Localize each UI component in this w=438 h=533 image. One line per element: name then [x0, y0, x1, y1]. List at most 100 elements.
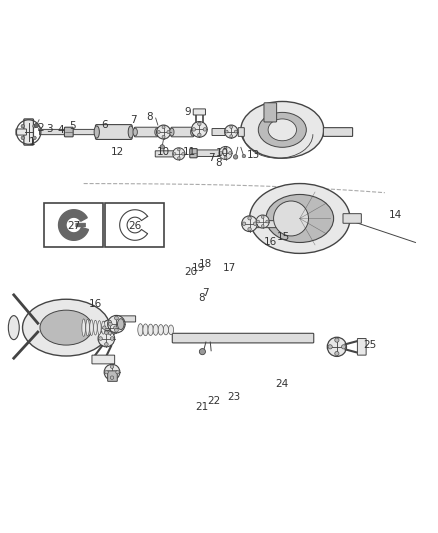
Ellipse shape [158, 325, 163, 335]
Circle shape [233, 155, 238, 159]
Circle shape [102, 320, 118, 335]
FancyBboxPatch shape [194, 150, 224, 157]
FancyBboxPatch shape [190, 149, 197, 158]
Text: 6: 6 [101, 120, 108, 130]
Circle shape [173, 148, 185, 160]
Text: 7: 7 [203, 288, 209, 298]
Ellipse shape [40, 310, 92, 345]
Circle shape [192, 128, 196, 131]
Text: 16: 16 [264, 237, 277, 247]
Circle shape [199, 349, 205, 354]
Circle shape [160, 144, 164, 149]
Ellipse shape [258, 112, 306, 147]
Text: 7: 7 [131, 115, 137, 125]
Ellipse shape [138, 324, 143, 336]
Circle shape [156, 125, 170, 139]
Ellipse shape [94, 126, 99, 138]
Text: 2: 2 [38, 123, 44, 133]
FancyBboxPatch shape [323, 128, 353, 136]
Ellipse shape [155, 128, 159, 136]
Circle shape [102, 326, 106, 329]
Circle shape [253, 222, 257, 225]
Circle shape [327, 337, 346, 357]
Circle shape [234, 130, 237, 133]
Circle shape [108, 320, 112, 324]
Polygon shape [59, 210, 88, 240]
Circle shape [108, 322, 112, 326]
FancyBboxPatch shape [193, 109, 205, 115]
Ellipse shape [8, 316, 19, 340]
FancyBboxPatch shape [71, 130, 96, 135]
FancyBboxPatch shape [95, 125, 132, 140]
Ellipse shape [86, 319, 89, 336]
Circle shape [198, 133, 201, 136]
Circle shape [114, 328, 118, 332]
Text: 8: 8 [198, 293, 205, 303]
Text: 5: 5 [69, 121, 76, 131]
Text: 4: 4 [57, 125, 64, 135]
Circle shape [198, 122, 201, 126]
FancyBboxPatch shape [76, 223, 86, 227]
FancyBboxPatch shape [238, 128, 244, 136]
Circle shape [38, 128, 42, 131]
Text: 13: 13 [247, 150, 260, 160]
Bar [106, 203, 164, 247]
Circle shape [261, 215, 264, 219]
FancyBboxPatch shape [155, 151, 177, 157]
Circle shape [113, 326, 117, 329]
Text: 19: 19 [191, 263, 205, 273]
Ellipse shape [90, 320, 93, 335]
Circle shape [335, 351, 339, 356]
Circle shape [229, 151, 232, 155]
Circle shape [110, 376, 114, 379]
Circle shape [230, 126, 233, 128]
FancyBboxPatch shape [256, 221, 279, 228]
Ellipse shape [153, 325, 158, 335]
Circle shape [33, 124, 36, 128]
Text: 21: 21 [195, 402, 208, 412]
Circle shape [261, 225, 264, 228]
Circle shape [242, 216, 258, 231]
Circle shape [21, 136, 25, 140]
Circle shape [219, 147, 232, 159]
Text: 9: 9 [184, 107, 191, 117]
Ellipse shape [148, 324, 153, 335]
FancyBboxPatch shape [117, 316, 136, 322]
Circle shape [328, 345, 332, 349]
Circle shape [225, 130, 228, 133]
Ellipse shape [133, 128, 138, 136]
Circle shape [34, 123, 39, 128]
Text: 14: 14 [389, 210, 403, 220]
Circle shape [167, 131, 170, 134]
Text: 10: 10 [216, 148, 229, 158]
Circle shape [248, 228, 251, 231]
Text: 11: 11 [183, 147, 196, 157]
Circle shape [335, 338, 339, 342]
Text: 20: 20 [184, 266, 197, 277]
FancyBboxPatch shape [172, 333, 314, 343]
Circle shape [104, 364, 120, 380]
Circle shape [242, 154, 246, 158]
Ellipse shape [274, 201, 308, 236]
Circle shape [162, 126, 165, 128]
Circle shape [224, 147, 227, 150]
FancyBboxPatch shape [171, 127, 194, 137]
Text: 27: 27 [67, 221, 81, 231]
Circle shape [99, 337, 102, 341]
Circle shape [110, 365, 114, 368]
Circle shape [157, 131, 160, 134]
Ellipse shape [250, 183, 350, 253]
Circle shape [230, 135, 233, 138]
Circle shape [219, 151, 223, 155]
Circle shape [21, 124, 25, 128]
Circle shape [242, 222, 246, 225]
Circle shape [224, 156, 227, 159]
Circle shape [33, 136, 36, 140]
Bar [44, 203, 103, 247]
Ellipse shape [266, 195, 334, 243]
Text: 17: 17 [223, 263, 236, 273]
Text: 8: 8 [215, 158, 222, 167]
Circle shape [203, 128, 207, 131]
Circle shape [108, 316, 125, 333]
Text: 25: 25 [363, 340, 376, 350]
